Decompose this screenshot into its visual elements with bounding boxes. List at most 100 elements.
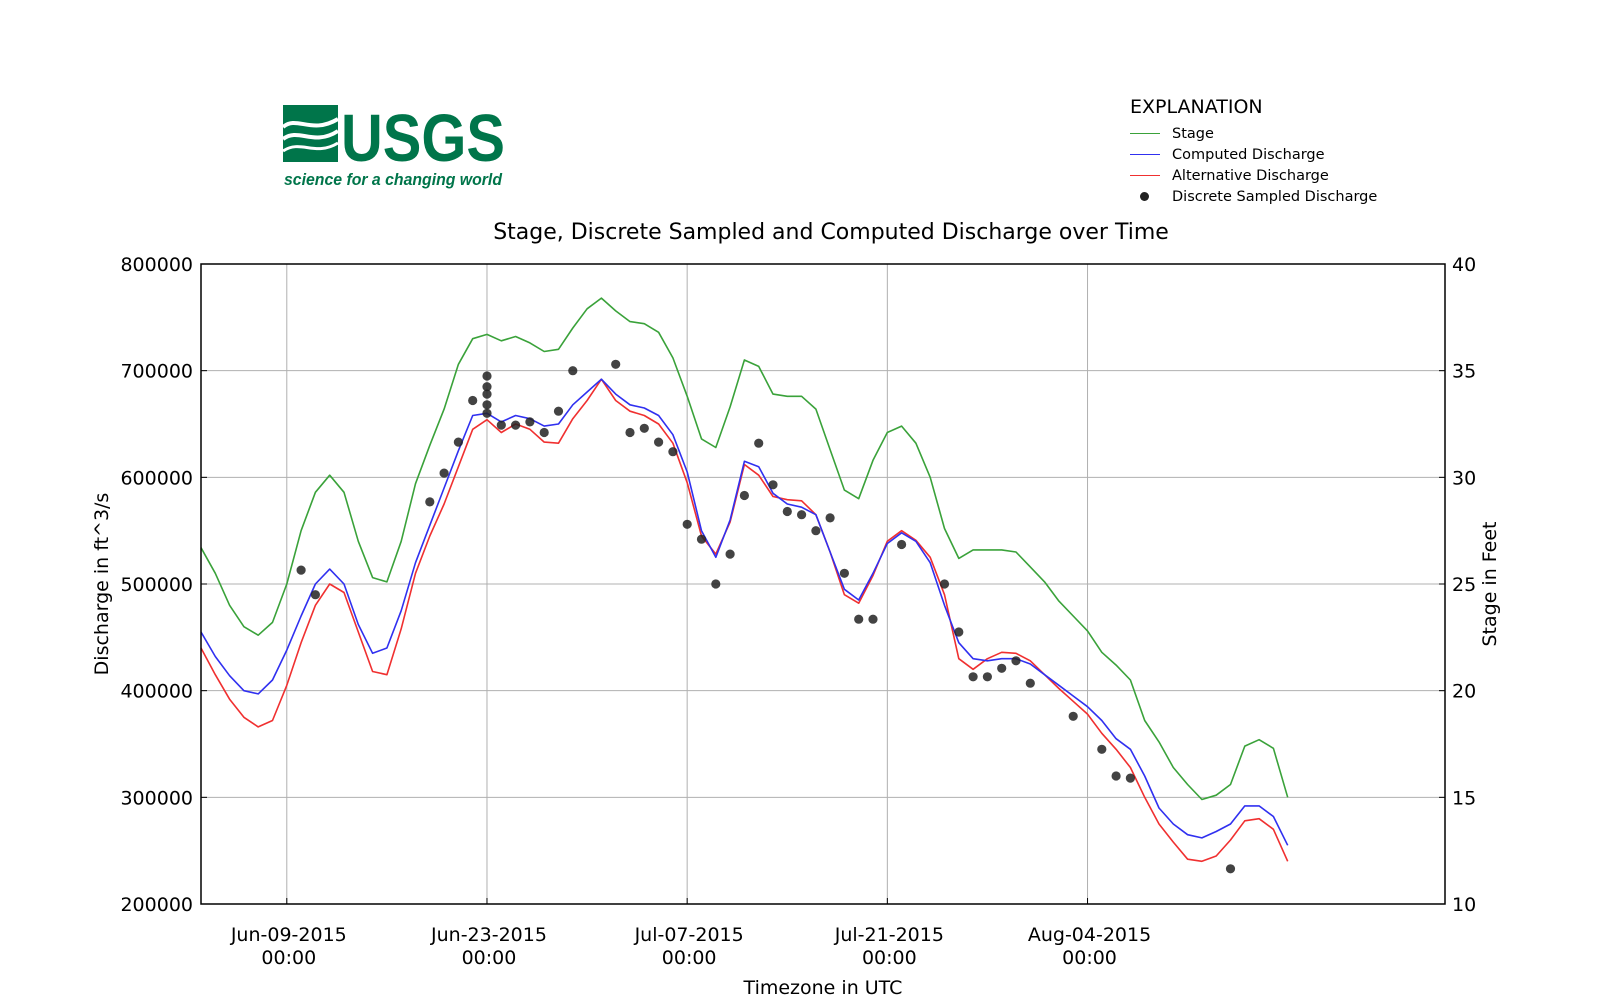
sample-point: [1068, 711, 1078, 721]
x-tick-label-time: 00:00: [862, 947, 917, 969]
legend-swatch-computed-discharge: [1130, 144, 1160, 165]
x-tick-label-time: 00:00: [662, 947, 717, 969]
usgs-logo: USGS science for a changing world: [283, 105, 505, 189]
legend-swatch-alternative-discharge: [1130, 165, 1160, 186]
legend-title: EXPLANATION: [1130, 96, 1263, 118]
sample-point: [682, 519, 692, 529]
legend-item-stage: Stage: [1130, 123, 1430, 144]
series-line-alternative-discharge: [200, 378, 1289, 863]
sample-point: [811, 526, 821, 536]
sample-point: [639, 423, 649, 433]
sample-point: [553, 406, 564, 416]
sample-point: [868, 614, 878, 624]
sample-point: [696, 534, 707, 544]
y2-tick-label: 10: [1452, 894, 1476, 916]
legend-label-discrete-sampled: Discrete Sampled Discharge: [1172, 188, 1378, 205]
legend-swatch-discrete-sampled: [1130, 186, 1160, 207]
sample-point: [939, 579, 950, 589]
y-tick-label: 300000: [120, 787, 193, 809]
legend-label-computed-discharge: Computed Discharge: [1172, 146, 1325, 163]
x-axis-label: Timezone in UTC: [743, 977, 903, 999]
y-tick-label: 200000: [120, 894, 193, 916]
sample-point: [954, 627, 964, 637]
sample-point: [754, 438, 764, 448]
y2-tick-label: 15: [1452, 787, 1476, 809]
sample-point: [968, 672, 978, 682]
legend-item-alternative-discharge: Alternative Discharge: [1130, 165, 1430, 186]
sample-point: [1025, 678, 1035, 688]
legend-swatch-stage: [1130, 123, 1160, 144]
x-tick-label-date: Jul-21-2015: [834, 924, 944, 946]
legend-label-alternative-discharge: Alternative Discharge: [1172, 167, 1329, 184]
sample-point: [1097, 744, 1107, 754]
sample-point: [797, 510, 807, 520]
y-tick-label: 400000: [120, 681, 193, 703]
sample-point: [825, 513, 835, 523]
y2-tick-label: 35: [1452, 361, 1476, 383]
sample-point: [539, 427, 549, 438]
sample-point: [310, 590, 320, 600]
legend-label-stage: Stage: [1172, 125, 1214, 142]
sample-point: [1011, 656, 1021, 666]
x-tick-label-date: Aug-04-2015: [1028, 924, 1151, 946]
sample-point: [482, 408, 492, 418]
y-axis-label: Discharge in ft^3/s: [91, 493, 113, 676]
sample-point: [568, 366, 578, 376]
x-tick-label-date: Jul-07-2015: [634, 924, 744, 946]
y2-axis-label: Stage in Feet: [1479, 521, 1501, 646]
legend-item-discrete-sampled: Discrete Sampled Discharge: [1130, 186, 1430, 207]
sample-point: [739, 490, 750, 501]
sample-point: [839, 568, 850, 578]
y-tick-label: 800000: [120, 254, 193, 276]
sample-point: [997, 663, 1007, 673]
y-tick-label: 600000: [120, 467, 193, 489]
sample-point: [625, 427, 635, 438]
sample-point: [482, 400, 492, 410]
sample-point: [854, 614, 864, 624]
axis-ticks: 200000 300000 400000 500000 600000 700000 8000…: [120, 254, 1476, 969]
sample-point: [482, 382, 492, 392]
sample-point: [425, 497, 435, 507]
sample-point: [897, 539, 907, 550]
sample-point: [782, 506, 792, 517]
chart-title: Stage, Discrete Sampled and Computed Dis…: [493, 220, 1169, 245]
plot-series: [200, 297, 1289, 863]
y2-tick-label: 20: [1452, 681, 1476, 703]
sample-point: [525, 417, 535, 427]
sample-point: [611, 359, 621, 369]
sample-point: [768, 480, 778, 490]
usgs-wave-icon: [283, 105, 340, 162]
sample-point: [439, 468, 449, 478]
sample-point: [982, 672, 993, 682]
sample-markers: [296, 359, 1236, 874]
x-tick-label-time: 00:00: [261, 947, 316, 969]
y2-tick-label: 30: [1452, 467, 1476, 489]
sample-point: [1125, 773, 1135, 783]
x-tick-label-date: Jun-23-2015: [430, 924, 547, 946]
sample-point: [711, 579, 721, 589]
sample-point: [296, 565, 306, 575]
x-tick-label-date: Jun-09-2015: [230, 924, 347, 946]
grid: [201, 264, 1445, 904]
usgs-wordmark: USGS: [341, 105, 505, 176]
sample-point: [453, 437, 463, 447]
series-line-computed-discharge: [200, 378, 1289, 846]
y2-tick-label: 25: [1452, 574, 1476, 596]
sample-point: [654, 437, 664, 447]
sample-point: [510, 420, 521, 430]
sample-point: [468, 395, 478, 406]
sample-point: [482, 389, 492, 399]
sample-point: [668, 447, 678, 457]
sample-point: [496, 420, 506, 430]
usgs-tagline: science for a changing world: [284, 170, 503, 189]
y-tick-label: 500000: [120, 574, 193, 596]
y2-tick-label: 40: [1452, 254, 1476, 276]
sample-point: [482, 371, 492, 381]
x-tick-label-time: 00:00: [462, 947, 517, 969]
sample-point: [1225, 864, 1236, 874]
x-tick-label-time: 00:00: [1062, 947, 1117, 969]
y-tick-label: 700000: [120, 361, 193, 383]
sample-point: [725, 549, 735, 559]
legend-item-computed-discharge: Computed Discharge: [1130, 144, 1430, 165]
